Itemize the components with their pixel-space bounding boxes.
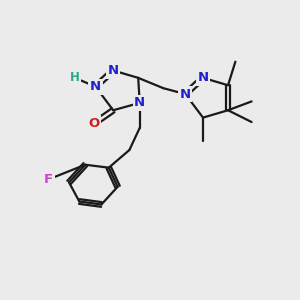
Text: O: O [88,117,100,130]
Text: N: N [108,64,119,77]
Text: F: F [44,173,53,186]
Text: N: N [134,96,145,110]
Text: N: N [90,80,101,93]
Text: N: N [197,71,208,84]
Text: H: H [70,71,80,84]
Text: N: N [180,88,191,100]
